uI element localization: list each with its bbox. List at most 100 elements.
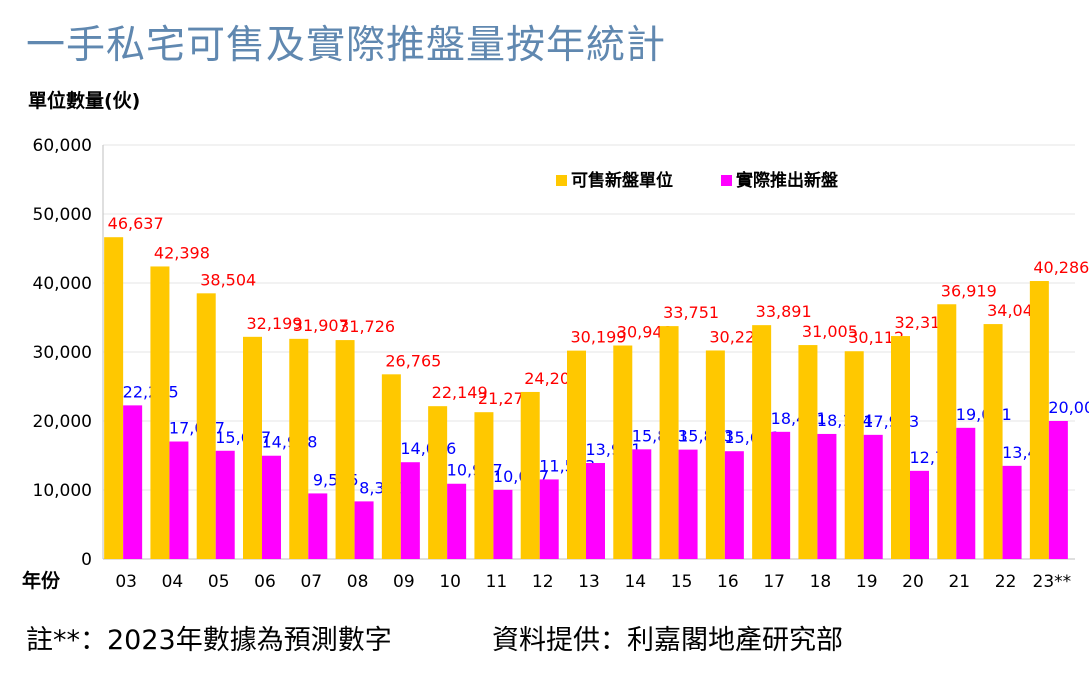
bar-available	[289, 338, 309, 559]
bar-launched	[1002, 465, 1022, 559]
bar-available	[243, 336, 262, 559]
data-label: 30,112	[848, 328, 904, 347]
bar-available	[474, 412, 494, 559]
data-label: 38,504	[200, 270, 256, 289]
bar-launched	[308, 493, 328, 559]
bar-launched	[586, 463, 605, 559]
bar-available	[752, 325, 772, 559]
bar-launched	[493, 489, 513, 559]
bar-available	[613, 345, 633, 559]
bar-available	[844, 351, 864, 559]
x-tick-label: 22	[995, 572, 1017, 592]
x-tick-label: 18	[810, 572, 832, 592]
bar-launched	[771, 431, 791, 559]
data-label: 20,000	[1048, 398, 1089, 417]
source-note: 資料提供：利嘉閣地產研究部	[492, 625, 843, 656]
bar-launched	[447, 483, 467, 559]
data-label: 33,891	[756, 302, 812, 321]
data-label: 24,209	[524, 369, 580, 388]
bar-launched	[724, 451, 744, 559]
bar-launched	[169, 441, 189, 559]
data-label: 36,919	[941, 281, 997, 300]
footnote: 註**：2023年數據為預測數字	[26, 625, 392, 656]
legend-swatch	[556, 175, 567, 186]
data-label: 32,310	[895, 313, 951, 332]
bar-available	[1029, 281, 1049, 559]
y-tick-label: 60,000	[33, 136, 92, 156]
bar-launched	[956, 427, 976, 559]
bar-launched	[539, 479, 559, 559]
x-tick-label: 13	[578, 572, 600, 592]
legend-swatch	[721, 175, 732, 186]
x-tick-label: 11	[486, 572, 508, 592]
bar-available	[659, 326, 679, 559]
bar-available	[150, 266, 170, 559]
y-tick-label: 50,000	[33, 205, 92, 225]
x-tick-label: 15	[671, 572, 693, 592]
bar-available	[891, 336, 910, 559]
y-tick-label: 20,000	[33, 412, 92, 432]
y-tick-label: 10,000	[33, 481, 92, 501]
x-tick-label: 08	[347, 572, 369, 592]
bar-available	[798, 345, 818, 559]
data-label: 31,907	[293, 316, 349, 335]
data-label: 30,940	[617, 323, 673, 342]
x-tick-label: 07	[300, 572, 322, 592]
y-tick-label: 0	[81, 550, 92, 570]
data-label: 30,220	[709, 327, 765, 346]
data-label: 46,637	[108, 214, 164, 233]
bar-launched	[863, 434, 883, 559]
bar-launched	[215, 450, 235, 559]
bar-launched	[632, 449, 652, 559]
bar-launched	[123, 405, 143, 559]
bar-available	[937, 304, 957, 559]
data-label: 32,199	[247, 314, 303, 333]
data-label: 30,199	[571, 328, 627, 347]
x-tick-label: 06	[254, 572, 276, 592]
x-tick-label: 23**	[1033, 572, 1072, 592]
chart-title: 一手私宅可售及實際推盤量按年統計	[26, 23, 667, 68]
legend-label: 可售新盤單位	[571, 170, 673, 191]
x-tick-label: 09	[393, 572, 415, 592]
x-tick-label: 17	[763, 572, 785, 592]
bar-launched	[354, 501, 374, 559]
bar-available	[567, 350, 586, 559]
y-tick-label: 30,000	[33, 343, 92, 363]
bar-launched	[262, 455, 281, 559]
data-label: 34,046	[987, 301, 1043, 320]
bar-launched	[1048, 421, 1068, 559]
bar-launched	[817, 433, 837, 559]
x-tick-label: 16	[717, 572, 739, 592]
data-label: 31,005	[802, 322, 858, 341]
x-tick-label: 04	[162, 572, 184, 592]
data-label: 42,398	[154, 243, 210, 262]
bar-available	[196, 293, 216, 559]
data-label: 22,149	[432, 383, 488, 402]
y-axis-label: 單位數量(伙)	[28, 90, 141, 112]
bar-available	[983, 324, 1003, 559]
data-label: 40,286	[1033, 258, 1089, 277]
y-tick-label: 40,000	[33, 274, 92, 294]
data-label: 21,276	[478, 389, 534, 408]
x-tick-label: 03	[115, 572, 137, 592]
bar-available	[381, 374, 401, 559]
bar-available	[520, 391, 540, 559]
data-label: 31,726	[339, 317, 395, 336]
x-tick-label: 12	[532, 572, 554, 592]
x-tick-label: 05	[208, 572, 230, 592]
bar-launched	[678, 449, 698, 559]
x-tick-label: 14	[624, 572, 646, 592]
data-label: 33,751	[663, 303, 719, 322]
x-axis-label: 年份	[22, 570, 61, 592]
bar-available	[705, 350, 725, 559]
x-tick-label: 21	[948, 572, 970, 592]
bar-available	[428, 406, 448, 559]
bar-launched	[400, 462, 420, 559]
data-label: 26,765	[385, 351, 441, 370]
bar-available	[335, 340, 355, 559]
x-tick-label: 20	[902, 572, 924, 592]
legend-label: 實際推出新盤	[736, 170, 839, 191]
bar-available	[104, 237, 124, 559]
